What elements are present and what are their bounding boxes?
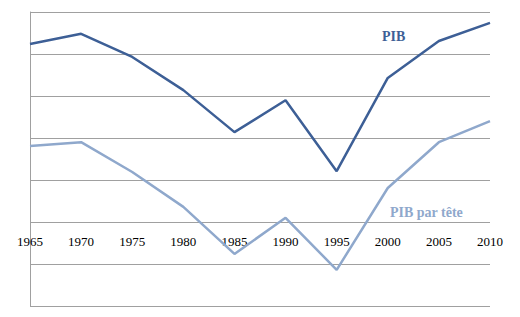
svg-text:2010: 2010 <box>477 234 503 249</box>
svg-text:1970: 1970 <box>68 234 94 249</box>
svg-text:1990: 1990 <box>273 234 299 249</box>
svg-text:2000: 2000 <box>375 234 401 249</box>
svg-text:1985: 1985 <box>221 234 248 249</box>
svg-text:2005: 2005 <box>426 234 452 249</box>
svg-text:PIB: PIB <box>382 29 405 44</box>
svg-text:1965: 1965 <box>17 234 43 249</box>
svg-text:1980: 1980 <box>170 234 196 249</box>
svg-text:1995: 1995 <box>324 234 350 249</box>
svg-text:PIB par tête: PIB par tête <box>390 205 463 220</box>
svg-text:1975: 1975 <box>119 234 145 249</box>
